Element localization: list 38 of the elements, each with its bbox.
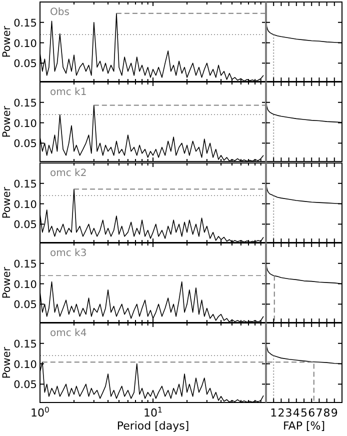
text: omc k1 [50, 87, 87, 98]
y-tick-label: 0.10 [14, 278, 37, 291]
y-axis-title: Power [1, 25, 13, 58]
x-tick-label: 10$^{0}$ [30, 405, 50, 420]
y-tick-label: 0.10 [14, 118, 37, 130]
y-tick-label: 0.05 [14, 138, 37, 150]
x-axis-title: Period [days] [116, 420, 190, 433]
y-axis-title: Power [1, 346, 13, 379]
y-tick-label: 0.05 [14, 218, 37, 231]
y-tick-label: 0.15 [14, 258, 37, 270]
y-tick-label: 0.05 [14, 58, 37, 70]
y-tick-label: 0.05 [14, 299, 37, 312]
y-axis-title: Power [1, 105, 13, 138]
x-axis-title: FAP [%] [282, 420, 326, 433]
x-tick-label: 8 [323, 406, 330, 420]
x-tick-label: 5 [300, 406, 308, 420]
x-tick-label: 1 [270, 406, 278, 420]
x-tick-label: 10$^{1}$ [144, 405, 163, 420]
x-tick-label: 3 [285, 406, 292, 420]
y-tick-label: 0.10 [14, 358, 37, 371]
y-tick-label: 0.05 [14, 379, 37, 392]
text: omc k3 [50, 248, 87, 259]
y-tick-label: 0.15 [14, 178, 37, 190]
text: omc k2 [50, 168, 87, 179]
text: omc k4 [50, 328, 87, 340]
y-axis-title: Power [1, 186, 13, 218]
y-tick-label: 0.15 [14, 98, 37, 110]
x-tick-label: 9 [330, 406, 338, 420]
x-tick-label: 4 [292, 406, 300, 420]
text: Obs [50, 7, 70, 18]
x-tick-label: 6 [308, 406, 316, 420]
x-tick-label: 2 [278, 406, 285, 420]
y-tick-label: 0.15 [14, 17, 37, 30]
y-tick-label: 0.10 [14, 198, 37, 210]
y-axis-title: Power [1, 266, 13, 299]
y-tick-label: 0.15 [14, 338, 37, 351]
y-tick-label: 0.10 [14, 38, 37, 50]
x-tick-label: 7 [316, 406, 323, 420]
